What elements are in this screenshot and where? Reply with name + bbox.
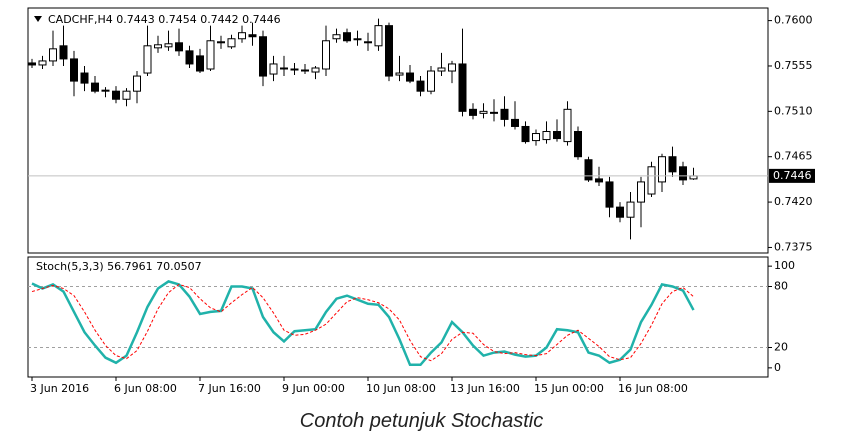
candle-body <box>679 166 687 181</box>
y-tick-label: 20 <box>774 341 788 354</box>
candle-body <box>479 110 488 114</box>
candle-body <box>49 48 57 62</box>
y-tick-label: 100 <box>774 259 795 272</box>
candle-body <box>238 32 246 40</box>
indicator-title: Stoch(5,3,3) 56.7961 70.0507 <box>36 260 202 273</box>
x-tick-label: 7 Jun 16:00 <box>198 382 261 395</box>
candle-body <box>574 131 582 158</box>
candle-body <box>343 32 351 42</box>
candle-body <box>542 131 551 141</box>
candle-body <box>227 38 236 48</box>
x-tick-label: 9 Jun 00:00 <box>282 382 345 395</box>
candle-body <box>112 90 120 100</box>
y-tick-label: 0.7555 <box>774 59 813 72</box>
y-tick-label: 0.7600 <box>774 14 813 27</box>
candle-body <box>668 156 677 173</box>
collapse-icon <box>34 16 42 22</box>
candle-body <box>185 50 194 65</box>
stoch-panel <box>27 256 769 378</box>
candle-body <box>269 63 278 75</box>
candle-body <box>448 63 456 72</box>
y-tick-label: 0 <box>774 361 781 374</box>
candle-body <box>416 80 425 92</box>
candle-body <box>301 69 309 72</box>
candle-body <box>91 82 99 92</box>
stoch-line <box>31 280 695 367</box>
candle-body <box>406 72 414 82</box>
candle-body <box>175 42 183 52</box>
candle-body <box>80 72 89 84</box>
chart: CADCHF,H4 0.7443 0.7454 0.7442 0.7446 St… <box>27 7 815 395</box>
y-tick-label: 0.7420 <box>774 195 813 208</box>
candle-body <box>374 25 383 47</box>
y-tick-label: 0.7465 <box>774 150 813 163</box>
candle-body <box>511 118 519 127</box>
x-tick-label: 6 Jun 08:00 <box>114 382 177 395</box>
stoch-line <box>31 283 694 362</box>
candle-body <box>553 131 561 140</box>
candle-body <box>647 166 656 195</box>
candle-body <box>206 40 215 70</box>
candle-body <box>385 25 393 77</box>
candle-body <box>154 44 162 49</box>
candle-body <box>595 178 603 183</box>
candle-body <box>437 67 446 72</box>
candle-body <box>259 36 267 77</box>
candle-body <box>38 60 47 66</box>
y-tick-label: 80 <box>774 279 788 292</box>
candle-body <box>364 41 372 44</box>
candle-body <box>584 159 593 181</box>
candle-body <box>101 89 110 92</box>
candle-body <box>616 206 624 218</box>
candle-body <box>500 108 509 120</box>
candle-body <box>59 45 68 60</box>
candle-body <box>395 72 404 76</box>
candle-body <box>490 111 498 114</box>
candle-body <box>248 34 257 38</box>
candle-body <box>322 40 330 70</box>
price-panel <box>27 7 769 254</box>
chart-title: CADCHF,H4 0.7443 0.7454 0.7442 0.7446 <box>48 13 281 26</box>
candle-body <box>133 75 141 92</box>
candle-body <box>637 181 645 203</box>
x-tick-label: 3 Jun 2016 <box>30 382 89 395</box>
candle-body <box>122 90 131 100</box>
candle-body <box>469 108 477 116</box>
candle-body <box>532 133 540 142</box>
caption: Contoh petunjuk Stochastic <box>299 410 544 432</box>
candle-body <box>458 63 467 112</box>
x-tick-label: 13 Jun 16:00 <box>450 382 520 395</box>
candle-body <box>521 125 530 143</box>
candle-body <box>658 156 666 183</box>
current-price-box <box>769 168 815 183</box>
current-price-label: 0.7446 <box>773 169 812 182</box>
x-tick-label: 10 Jun 08:00 <box>366 382 436 395</box>
candle-body <box>427 70 435 92</box>
candle-body <box>280 67 288 70</box>
candle-body <box>217 41 225 44</box>
y-tick-label: 0.7510 <box>774 104 813 117</box>
candle-body <box>563 108 572 143</box>
candle-body <box>28 62 36 66</box>
candle-body <box>605 181 614 208</box>
candle-body <box>164 43 173 48</box>
y-tick-label: 0.7375 <box>774 240 813 253</box>
candle-body <box>332 34 341 40</box>
x-tick-label: 16 Jun 08:00 <box>618 382 688 395</box>
candle-body <box>353 38 362 41</box>
candle-body <box>143 45 152 74</box>
candle-body <box>290 68 299 71</box>
candle-body <box>311 67 320 73</box>
candle-body <box>196 55 204 72</box>
candle-body <box>70 58 78 82</box>
candle-body <box>626 201 635 218</box>
x-tick-label: 15 Jun 00:00 <box>534 382 604 395</box>
